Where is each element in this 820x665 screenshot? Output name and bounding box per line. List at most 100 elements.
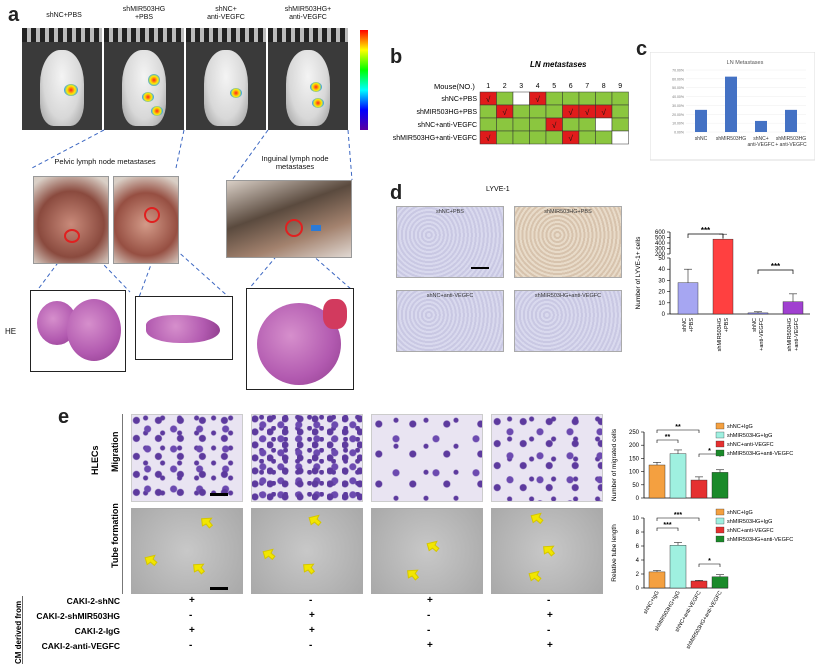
y-tick-label: 0 xyxy=(636,496,640,502)
table-cell xyxy=(611,104,629,119)
panel-label-d: d xyxy=(390,182,403,204)
x-tick-label: shNC+IgG xyxy=(643,590,661,615)
cm-sign: - xyxy=(427,610,431,621)
sig-label: ** xyxy=(675,424,681,431)
cm-sign: + xyxy=(189,625,195,636)
bar xyxy=(785,109,797,132)
legend-label: shMIR503HG+anti-VEGFC xyxy=(727,537,793,543)
row-label: shNC+PBS xyxy=(441,96,477,103)
ln-metastases-chart: LN Metastases 0.00% 10.00% 20.00% 30.00% 40.0… xyxy=(650,52,815,161)
cm-sign: + xyxy=(547,640,553,651)
y-tick-label: 30 xyxy=(658,278,665,284)
y-tick-label: 20 xyxy=(658,290,665,296)
table-cell xyxy=(512,91,530,106)
ihc-image-4: shMIR503HG+anti-VEGFC xyxy=(514,290,622,352)
table-cell xyxy=(595,91,613,106)
panel-label-b: b xyxy=(390,46,403,68)
legend-label: shNC+anti-VEGFC xyxy=(727,442,774,448)
y-tick-label: 30.00% xyxy=(672,104,684,108)
ihc-label-4: shMIR503HG+anti-VEGFC xyxy=(534,293,602,299)
ivis-mouse-1 xyxy=(22,28,102,130)
cm-sign: - xyxy=(547,625,551,636)
tube-arrows xyxy=(144,512,556,583)
ihc-image-1: shNC+PBS xyxy=(396,206,504,278)
sig-bracket xyxy=(656,429,700,433)
y-tick-label: 8 xyxy=(636,530,640,536)
cm-sign: + xyxy=(427,595,433,606)
y-tick-label: 400 xyxy=(655,241,666,247)
y-tick-label: 60.00% xyxy=(672,77,684,81)
legend-label: shMIR503HG+anti-VEGFC xyxy=(727,451,793,457)
check-mark: √ xyxy=(569,134,574,143)
ivis-mouse-3 xyxy=(186,28,266,130)
y-tick-label: 200 xyxy=(655,252,666,258)
cm-sign: - xyxy=(189,640,193,651)
table-cell xyxy=(529,104,547,119)
sig-bracket xyxy=(698,563,721,567)
cm-sign: - xyxy=(547,595,551,606)
table-cell xyxy=(562,117,580,132)
y-tick-label: 250 xyxy=(629,430,640,436)
panel-label-a: a xyxy=(8,4,20,26)
sig-bracket xyxy=(656,517,700,521)
x-tick-label: + anti-VEGFC xyxy=(775,142,807,148)
sig-bracket xyxy=(656,527,679,531)
table-cell xyxy=(562,91,580,106)
migration-image-1 xyxy=(131,414,243,502)
group-label-3: shNC+ anti-VEGFC xyxy=(207,6,245,21)
pelvic-photo-1 xyxy=(33,176,109,264)
migration-chart: 0 50 100 150 200 250 Number of migrated cells *… xyxy=(611,422,793,502)
y-tick-label: 6 xyxy=(636,544,640,550)
cm-condition-label: CAKI-2-shMIR503HG xyxy=(36,611,120,621)
y-tick-label: 40.00% xyxy=(672,95,684,99)
y-tick-label: 600 xyxy=(655,230,666,236)
y-tick-label: 300 xyxy=(655,247,666,253)
x-tick-label: shMIR503HG xyxy=(717,318,723,351)
y-tick-label: 2 xyxy=(636,572,640,578)
group-label-4: shMIR503HG+ anti-VEGFC xyxy=(284,6,332,21)
sig-bracket xyxy=(757,269,794,274)
sig-label: ** xyxy=(665,434,671,441)
table-cell xyxy=(595,130,613,145)
bar xyxy=(712,238,734,315)
table-cell xyxy=(578,91,596,106)
mouse-number: 8 xyxy=(602,83,606,90)
cm-condition-label: CAKI-2-anti-VEGFC xyxy=(41,641,120,651)
y-tick-label: 0 xyxy=(636,586,640,592)
table-cell xyxy=(545,91,563,106)
sig-label: *** xyxy=(674,512,682,519)
y-tick-label: 100 xyxy=(629,470,640,476)
he-image-2 xyxy=(135,296,233,360)
bar xyxy=(755,120,767,132)
y-axis-label: Number of migrated cells xyxy=(611,428,618,501)
bar xyxy=(690,479,708,499)
check-mark: √ xyxy=(503,108,508,117)
ihc-label-3: shNC+anti-VEGFC xyxy=(426,293,474,299)
check-mark: √ xyxy=(486,95,491,104)
y-tick-label: 70.00% xyxy=(672,69,684,73)
table-cell xyxy=(512,104,530,119)
cm-sign: + xyxy=(309,625,315,636)
cm-sign: - xyxy=(427,625,431,636)
mouse-number: 4 xyxy=(536,83,540,90)
panel-label-c: c xyxy=(636,38,648,60)
y-tick-label: 10 xyxy=(632,516,639,522)
y-axis-label: Number of LYVE-1+ cells xyxy=(635,236,642,309)
group-label-2: shMIR503HG +PBS xyxy=(122,6,166,21)
panel-label-e: e xyxy=(58,406,70,428)
mouse-number: 5 xyxy=(552,83,556,90)
bar xyxy=(711,576,729,589)
group-label-1: shNC+PBS xyxy=(46,12,82,19)
y-tick-label: 50 xyxy=(658,256,665,262)
tube-image-1 xyxy=(131,508,243,594)
legend-swatch xyxy=(715,431,725,439)
mouse-number: 6 xyxy=(569,83,573,90)
y-tick-label: 10 xyxy=(658,301,665,307)
table-cell xyxy=(545,130,563,145)
legend-label: shNC+anti-VEGFC xyxy=(727,528,774,534)
table-cell xyxy=(611,91,629,106)
table-title: LN metastases xyxy=(530,60,587,69)
x-tick-label: +anti-VEGFC xyxy=(759,318,765,351)
check-mark: √ xyxy=(569,108,574,117)
